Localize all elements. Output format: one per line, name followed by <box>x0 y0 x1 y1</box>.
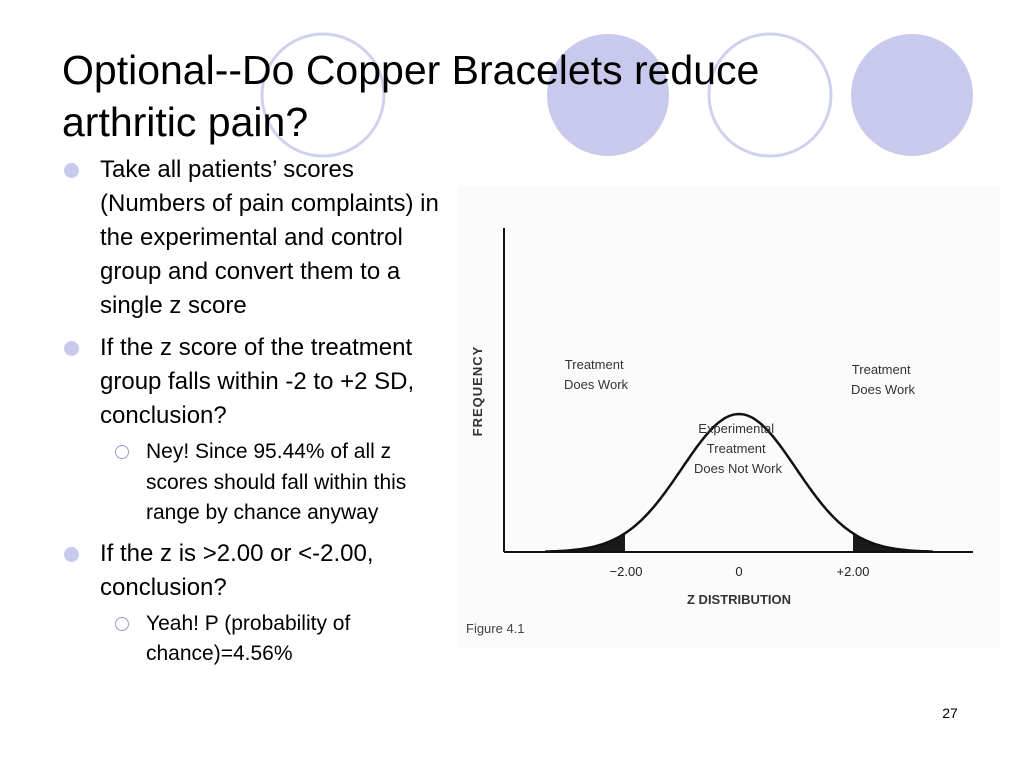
tick-label: 0 <box>735 564 742 579</box>
slide-title: Optional--Do Copper Bracelets reduce art… <box>62 47 760 145</box>
decorative-circles <box>260 32 973 158</box>
right-tail-shade <box>853 533 933 552</box>
tick-label: +2.00 <box>837 564 870 579</box>
left-region-label: Treatment Does Work <box>564 357 629 392</box>
normal-curve <box>545 412 933 553</box>
bullet-text: If the z score of the treatment group fa… <box>100 334 415 429</box>
bullet-list: Take all patients’ scores (Numbers of pa… <box>62 153 447 678</box>
decor-circle <box>547 34 669 156</box>
slide-number: 27 <box>942 705 958 721</box>
decor-circle <box>851 34 973 156</box>
bullet-text: Take all patients’ scores (Numbers of pa… <box>100 156 439 319</box>
y-axis-label: FREQUENCY <box>470 346 485 437</box>
left-tail-shade <box>545 533 625 552</box>
x-axis-label: Z DISTRIBUTION <box>687 592 791 607</box>
sub-bullet-item: Ney! Since 95.44% of all z scores should… <box>100 437 447 529</box>
bullet-item: If the z is >2.00 or <-2.00, conclusion?… <box>62 537 447 670</box>
center-region-label: Experimental Treatment Does Not Work <box>694 421 782 476</box>
tick-label: −2.00 <box>610 564 643 579</box>
decor-circle <box>707 32 833 158</box>
figure-caption: Figure 4.1 <box>466 621 525 636</box>
z-distribution-figure: FREQUENCY −2.00 0 +2.00 Z DISTRIBUTION F… <box>458 186 1000 648</box>
bullet-item: If the z score of the treatment group fa… <box>62 331 447 529</box>
bullet-item: Take all patients’ scores (Numbers of pa… <box>62 153 447 323</box>
sub-bullet-item: Yeah! P (probability of chance)=4.56% <box>100 609 447 670</box>
bullet-text: If the z is >2.00 or <-2.00, conclusion? <box>100 539 374 601</box>
decor-circle <box>260 32 386 158</box>
sub-bullet-list: Yeah! P (probability of chance)=4.56% <box>100 609 447 670</box>
sub-bullet-list: Ney! Since 95.44% of all z scores should… <box>100 437 447 529</box>
right-region-label: Treatment Does Work <box>851 362 916 397</box>
